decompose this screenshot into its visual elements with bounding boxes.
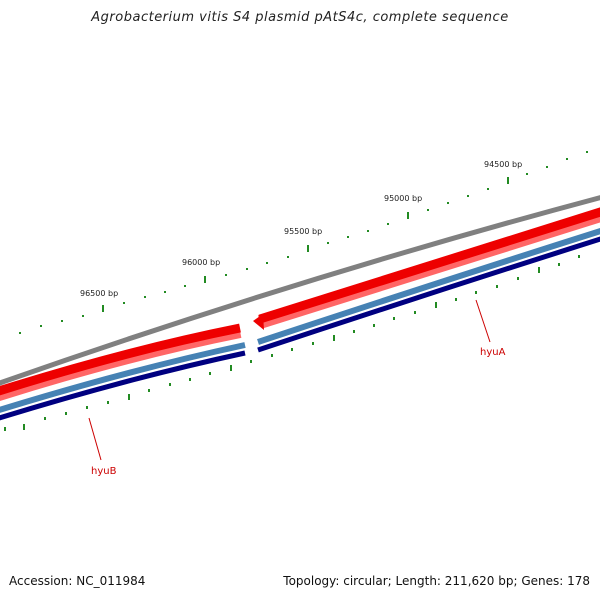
map-title: Agrobacterium vitis S4 plasmid pAtS4c, c… [91, 10, 509, 25]
position-label-96000: 96000 bp [182, 258, 220, 267]
cds-hyuB[interactable] [0, 323, 241, 397]
position-label-96500: 96500 bp [80, 289, 118, 298]
topology-summary: Topology: circular; Length: 211,620 bp; … [283, 574, 590, 588]
outer-ticks: 96500 bp 96000 bp 95500 bp 95000 bp 9450… [19, 151, 588, 334]
cds-hyuA[interactable] [258, 207, 600, 324]
gene-hyuA[interactable] [257, 228, 600, 345]
cds-hyuA-arrowhead [253, 314, 264, 330]
backbone-track [0, 195, 600, 386]
hyuB-leader-line [88, 417, 102, 461]
accession-label: Accession: NC_011984 [9, 574, 146, 588]
gene-track [0, 228, 600, 421]
gene-labels: hyuA hyuB [88, 299, 506, 477]
cds-track [0, 207, 600, 401]
gene-hyuB[interactable] [0, 342, 246, 416]
position-label-95000: 95000 bp [384, 194, 422, 203]
inner-ticks [4, 255, 580, 431]
position-label-95500: 95500 bp [284, 227, 322, 236]
gene-hyuA-dark [257, 236, 600, 353]
gene-label-hyuB[interactable]: hyuB [91, 466, 117, 477]
position-label-94500: 94500 bp [484, 160, 522, 169]
hyuA-leader-line [475, 299, 491, 343]
gene-label-hyuA[interactable]: hyuA [480, 347, 506, 358]
gene-hyuB-dark [0, 350, 246, 421]
